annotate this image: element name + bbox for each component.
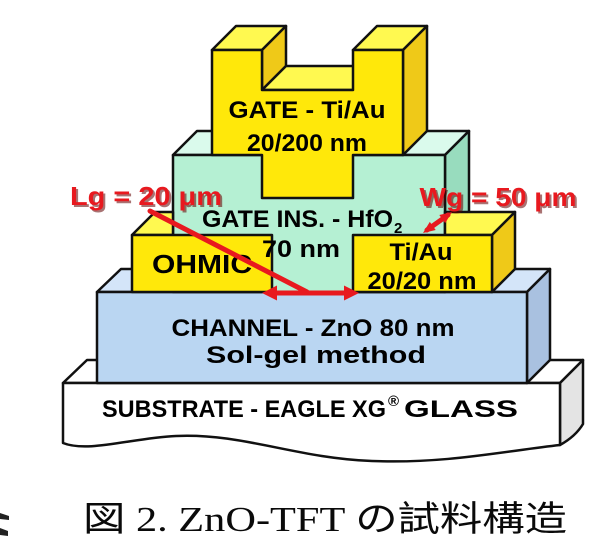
gate-front-face (210, 48, 405, 200)
gate-length-label: Lg = 20 μm (70, 181, 222, 211)
gate-label-line2: 20/200 nm (247, 130, 367, 157)
gate-length-arrowhead-left (262, 285, 277, 301)
gate-insulator-label: GATE INS. - HfO (202, 206, 393, 233)
channel-label-line1: CHANNEL - ZnO 80 nm (172, 315, 455, 342)
gate-length-arrowhead-right (344, 285, 359, 301)
substrate-front-face (61, 381, 562, 463)
registered-trademark-symbol: ® (388, 393, 399, 410)
tiau-front-face (351, 233, 494, 294)
gate-length-leader-line (147, 208, 310, 295)
substrate-label: SUBSTRATE - EAGLE XG (102, 396, 386, 423)
substrate-label-glass: GLASS (404, 396, 518, 423)
clipped-character-fragment (0, 513, 9, 536)
gate-label-line1: GATE - Ti/Au (229, 97, 386, 124)
gate-width-label: Wg = 50 μm (420, 182, 577, 212)
gate-insulator-label-subscript: 2 (394, 220, 402, 237)
figure-caption: 図 2. ZnO-TFT の試料構造 (83, 500, 567, 539)
gate-width-arrowhead-lower (423, 221, 436, 233)
tiau-label-line1: Ti/Au (390, 239, 453, 266)
channel-label-line2: Sol-gel method (206, 342, 426, 369)
tiau-label-line2: 20/20 nm (368, 268, 477, 295)
ohmic-top-face (130, 210, 175, 237)
gate-insulator-thickness-label: 70 nm (262, 236, 340, 263)
gate-right-face (401, 24, 429, 157)
gate-width-arrowhead-upper (439, 212, 452, 224)
